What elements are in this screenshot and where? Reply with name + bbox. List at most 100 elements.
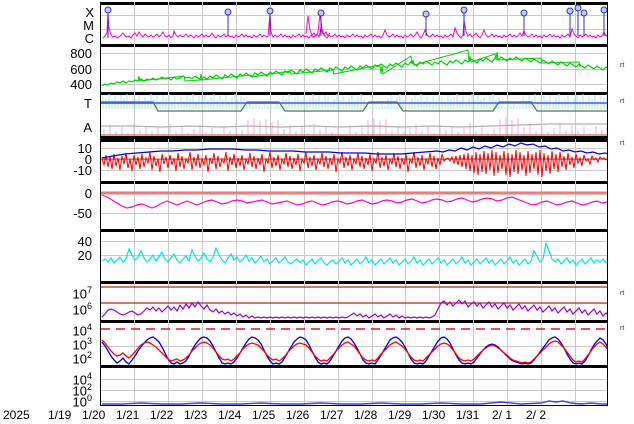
xtick-2: 1/21 — [116, 408, 140, 422]
t-index-plot — [101, 94, 607, 112]
flare-marker-group — [104, 4, 607, 38]
proton-flux-red-series — [101, 339, 607, 364]
right-mark-bz: rt — [620, 140, 625, 147]
panel-separator — [101, 365, 607, 368]
panel-bz-bt — [100, 139, 608, 181]
right-mark-t: rt — [620, 98, 625, 105]
ytick-flux-1e4: 104 — [72, 322, 92, 339]
panel-separator — [101, 136, 607, 139]
ytick-f107-800: 800 — [70, 46, 92, 61]
xray-flux-secondary — [305, 13, 331, 37]
gridline — [541, 2, 542, 44]
gridline — [168, 2, 169, 44]
ytick-bz-10: 10 — [77, 141, 92, 156]
panel-a-index — [100, 115, 608, 139]
electron-flux-series — [102, 400, 607, 405]
gridline — [439, 2, 440, 44]
xtick-12: 1/31 — [456, 408, 480, 422]
xtick-8: 1/27 — [320, 408, 344, 422]
xtick-11: 1/30 — [422, 408, 446, 422]
ytick-electron-1e4: 104 — [72, 371, 92, 388]
panel-dst — [100, 181, 608, 229]
panel-wind-speed — [100, 229, 608, 281]
xtick-13: 2/ 1 — [492, 408, 513, 422]
ytick-flux-1e3: 103 — [72, 336, 92, 353]
xtick-10: 1/29 — [388, 408, 412, 422]
dst-plot — [101, 191, 607, 209]
xray-flux-plot — [102, 4, 607, 39]
xray-flux-series — [102, 12, 607, 39]
xtick-0: 1/19 — [48, 408, 72, 422]
gridline-minus10 — [101, 170, 607, 171]
proton-flux-plot — [101, 328, 607, 365]
panel-separator — [101, 181, 607, 184]
gridline-minus50 — [101, 213, 607, 214]
panel-proton-high — [100, 281, 608, 320]
gridline-1e0 — [101, 401, 607, 402]
gridline — [473, 2, 474, 44]
gridline-40 — [101, 241, 607, 242]
t-index-step-series — [101, 101, 607, 112]
gridline-600 — [101, 69, 607, 70]
panel-t-index — [100, 92, 608, 115]
ylabel-x: X — [85, 5, 94, 20]
gridline — [236, 2, 237, 44]
gridline-1e4 — [101, 379, 607, 380]
proton-high-plot — [101, 286, 607, 319]
right-mark-f107: rt — [620, 62, 625, 69]
gridline — [202, 2, 203, 44]
ytick-flux-1e2: 102 — [72, 350, 92, 367]
ytick-bz-minus10: -10 — [73, 163, 92, 178]
panel-separator — [101, 44, 607, 47]
right-mark-proton-high: rt — [620, 290, 625, 297]
ytick-f107-400: 400 — [70, 77, 92, 92]
a-index-plot — [101, 117, 607, 136]
xtick-4: 1/23 — [184, 408, 208, 422]
radio-flux-series — [101, 56, 607, 87]
right-mark-proton-flux: rt — [620, 325, 625, 332]
gridline — [101, 29, 607, 30]
ytick-wind-40: 40 — [77, 234, 92, 249]
panel-separator — [101, 92, 607, 95]
panel-separator — [101, 2, 607, 5]
proton-flux-blue-series — [101, 336, 607, 365]
wind-speed-plot — [101, 240, 607, 266]
radio-flux-plot — [101, 49, 607, 87]
panel-f107 — [100, 44, 608, 92]
ytick-wind-20: 20 — [77, 248, 92, 263]
ylabel-t: T — [84, 96, 92, 111]
xtick-1: 1/20 — [82, 408, 106, 422]
ytick-f107-600: 600 — [70, 62, 92, 77]
panel-electron-flux — [100, 368, 608, 406]
panel-xmc-ylabel: X M C — [58, 6, 94, 45]
ytick-proton-1e6: 106 — [72, 301, 92, 318]
panel-separator — [101, 281, 607, 284]
proton-density-series — [101, 299, 607, 319]
gridline — [101, 15, 607, 16]
xtick-7: 1/26 — [286, 408, 310, 422]
ylabel-c: C — [84, 31, 94, 46]
ylabel-a: A — [83, 120, 92, 135]
panel-proton-flux — [100, 320, 608, 368]
electron-flux-plot — [102, 400, 607, 405]
gridline — [372, 2, 373, 44]
gridline-20 — [101, 255, 607, 256]
gridline-1e2 — [101, 390, 607, 391]
panel-xmc — [100, 2, 608, 44]
panel-separator — [101, 320, 607, 323]
ytick-proton-1e7: 107 — [72, 285, 92, 302]
panel-separator — [101, 229, 607, 232]
panel-separator — [101, 139, 607, 142]
ytick-dst-minus50: -50 — [73, 206, 92, 221]
gridline — [507, 2, 508, 44]
gridline — [338, 2, 339, 44]
wind-speed-series — [101, 240, 607, 266]
gridline — [304, 2, 305, 44]
xtick-5: 1/24 — [218, 408, 242, 422]
ytick-bz-0: 0 — [84, 152, 92, 167]
gridline — [575, 2, 576, 44]
bz-red-series — [101, 149, 607, 178]
ytick-electron-1e0: 100 — [72, 393, 92, 410]
gridline-10 — [101, 148, 607, 149]
